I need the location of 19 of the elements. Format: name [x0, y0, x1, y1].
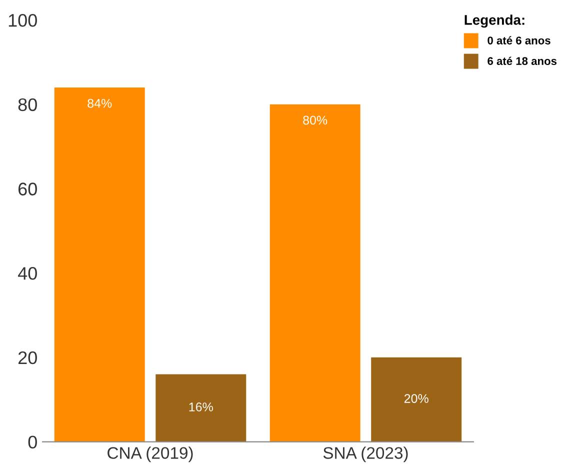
- x-tick-label: SNA (2023): [323, 446, 408, 462]
- bar: [270, 104, 360, 442]
- data-label: 16%: [189, 402, 213, 412]
- legend-label: 6 até 18 anos: [488, 56, 557, 65]
- legend-label: 0 até 6 anos: [488, 36, 550, 44]
- bar: [371, 357, 462, 442]
- data-label: 20%: [404, 394, 428, 403]
- y-tick-label: 80: [18, 98, 37, 112]
- bar: [54, 88, 145, 442]
- x-tick-label: CNA (2019): [108, 446, 193, 462]
- y-tick-label: 100: [8, 14, 37, 27]
- y-tick-label: 40: [18, 267, 37, 280]
- data-label: 80%: [303, 116, 328, 125]
- legend-title: Legenda:: [464, 14, 524, 28]
- y-tick-label: 60: [18, 182, 37, 196]
- data-label: 84%: [88, 98, 112, 108]
- y-tick-label: 20: [18, 351, 37, 364]
- y-tick-label: 0: [28, 436, 37, 448]
- bar: [156, 374, 246, 442]
